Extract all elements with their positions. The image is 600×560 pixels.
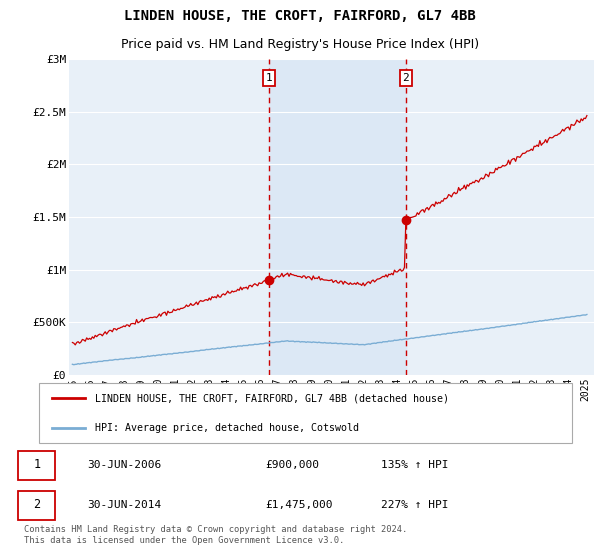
Text: 1: 1: [266, 73, 272, 83]
Text: £900,000: £900,000: [265, 460, 319, 470]
Text: 227% ↑ HPI: 227% ↑ HPI: [380, 500, 448, 510]
Text: LINDEN HOUSE, THE CROFT, FAIRFORD, GL7 4BB (detached house): LINDEN HOUSE, THE CROFT, FAIRFORD, GL7 4…: [95, 393, 449, 403]
Text: 1: 1: [33, 458, 40, 471]
Text: £1,475,000: £1,475,000: [265, 500, 333, 510]
Text: Price paid vs. HM Land Registry's House Price Index (HPI): Price paid vs. HM Land Registry's House …: [121, 38, 479, 51]
Text: 2: 2: [33, 498, 40, 511]
Text: Contains HM Land Registry data © Crown copyright and database right 2024.
This d: Contains HM Land Registry data © Crown c…: [23, 525, 407, 545]
Text: 135% ↑ HPI: 135% ↑ HPI: [380, 460, 448, 470]
FancyBboxPatch shape: [18, 451, 55, 480]
Text: 30-JUN-2006: 30-JUN-2006: [87, 460, 161, 470]
FancyBboxPatch shape: [39, 384, 572, 442]
Bar: [269, 59, 406, 375]
FancyBboxPatch shape: [18, 491, 55, 520]
Text: HPI: Average price, detached house, Cotswold: HPI: Average price, detached house, Cots…: [95, 423, 359, 433]
Text: 2: 2: [403, 73, 409, 83]
Text: 30-JUN-2014: 30-JUN-2014: [87, 500, 161, 510]
Text: LINDEN HOUSE, THE CROFT, FAIRFORD, GL7 4BB: LINDEN HOUSE, THE CROFT, FAIRFORD, GL7 4…: [124, 9, 476, 23]
